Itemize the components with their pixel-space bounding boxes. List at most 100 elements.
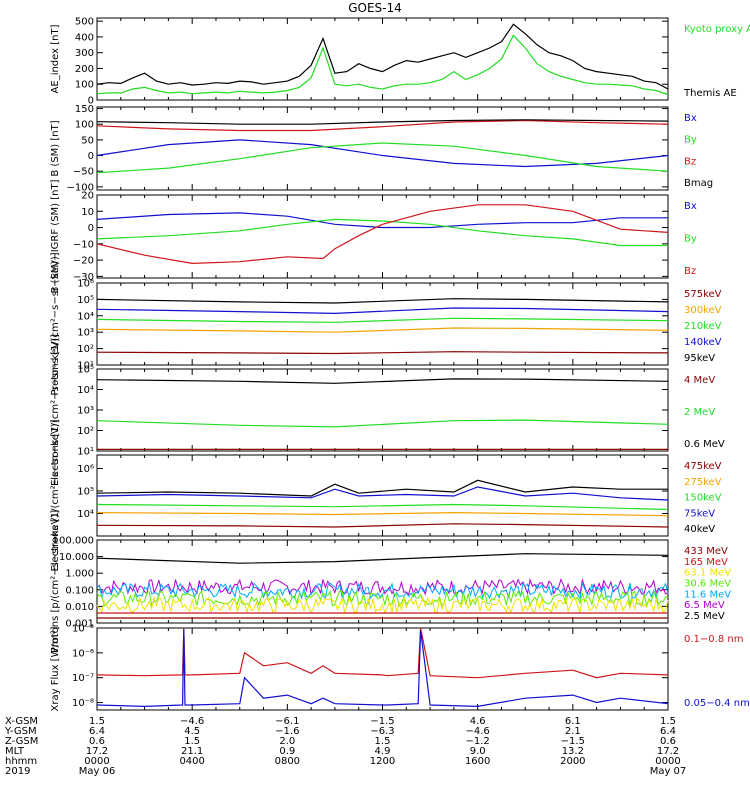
ephemeris-value: 0000 [84,756,109,767]
ephemeris-row-label: hhmm [5,756,37,767]
series-63-1-mev-line [96,595,669,615]
ephemeris-value: May 06 [79,766,116,777]
ephemeris-value: 0.9 [279,746,295,757]
legend-bx: Bx [684,113,697,124]
ephemeris-value: −4.6 [180,716,204,727]
legend-kyoto-proxy-ae: Kyoto proxy AE [684,24,750,35]
y-tick-label: −30 [73,272,94,283]
y-tick-label: 0 [88,223,94,234]
y-tick-label: 10⁵ [77,487,94,498]
series-by-line [96,218,668,247]
y-tick-label: 150 [75,104,94,115]
y-tick-label: 50 [81,135,94,146]
panel-1-frame [96,17,669,101]
y-tick-label: 10³ [77,328,94,339]
legend-11-6-mev: 11.6 MeV [684,589,731,600]
y-tick-label: 10² [77,344,94,355]
series-2-mev-line [96,419,669,428]
panel-2-frame [96,106,669,191]
legend-433-mev: 433 MeV [684,546,728,557]
legend-2-5-mev: 2.5 MeV [684,611,725,622]
series-bmag-line [96,119,669,125]
ephemeris-value: 17.2 [86,746,108,757]
legend-bx: Bx [684,201,697,212]
ephemeris-value: 6.4 [660,726,676,737]
series-11-6-mev-line [96,581,669,600]
legend-150kev: 150keV [684,493,722,504]
y-tick-label: 100.000 [53,536,94,547]
ephemeris-value: 2.1 [565,726,581,737]
series-0-6-mev-line [96,378,669,384]
legend-by: By [684,234,697,245]
ephemeris-value: −6.1 [275,716,299,727]
y-axis-label: Protons [p/(cm²−s−sr−keV)] [50,510,61,653]
series-300kev-line [96,327,669,333]
y-tick-label: 10² [77,426,94,437]
y-axis-label: Electrons [1/(cm²−s−sr−keV)] [50,334,61,486]
legend-30-6-mev: 30.6 MeV [684,579,731,590]
legend-475kev: 475keV [684,461,722,472]
ephemeris-row-label: MLT [5,746,25,757]
legend-6-5-mev: 6.5 MeV [684,600,725,611]
series-475kev-line [96,523,669,528]
ephemeris-row-label: X-GSM [5,716,38,727]
ephemeris-value: −4.6 [466,726,490,737]
ephemeris-value: May 07 [650,766,687,777]
y-tick-label: 100 [75,120,94,131]
ephemeris-value: 6.4 [89,726,105,737]
legend-bz: Bz [684,266,696,277]
series-bx-line [96,139,669,168]
ephemeris-value: −1.5 [561,736,585,747]
y-tick-label: 10⁴ [77,311,94,322]
legend-bmag: Bmag [684,178,713,189]
legend-575kev: 575keV [684,289,722,300]
legend-by: By [684,135,697,146]
series-2-5-mev-line [96,553,669,564]
ephemeris-value: 0400 [179,756,204,767]
y-tick-label: 10¹ [77,361,94,372]
ephemeris-value: 4.9 [375,746,391,757]
legend-63-1-mev: 63.1 MeV [684,568,731,579]
ephemeris-value: 21.1 [181,746,203,757]
ephemeris-value: 4.5 [184,726,200,737]
panel-3-frame [96,194,669,279]
legend-0-1-0-8-nm: 0.1−0.8 nm [684,634,743,645]
series-40kev-line [96,479,668,497]
legend-2-mev: 2 MeV [684,407,715,418]
y-tick-label: 10.000 [59,552,94,563]
ephemeris-value: −1.2 [466,736,490,747]
y-tick-label: 10⁻⁷ [72,673,94,684]
y-tick-label: 20 [81,191,94,202]
y-tick-label: 10⁻⁸ [72,698,94,709]
y-tick-label: 10⁴ [77,509,94,520]
y-tick-label: −10 [73,239,94,250]
y-axis-label: AE_index [nT] [50,24,61,93]
y-tick-label: 0 [88,151,94,162]
series-themis-ae-line [96,23,669,90]
legend-275kev: 275keV [684,477,722,488]
ephemeris-value: 6.1 [565,716,581,727]
legend-themis-ae: Themis AE [683,88,737,99]
legend-300kev: 300keV [684,305,722,316]
ephemeris-value: 0.6 [89,736,105,747]
ephemeris-value: −6.3 [370,726,394,737]
y-tick-label: 10⁵ [77,365,94,376]
y-tick-label: 10 [81,207,94,218]
ephemeris-value: 2000 [560,756,585,767]
y-tick-label: 100 [75,80,94,91]
ephemeris-row-label: Z-GSM [5,736,38,747]
legend-210kev: 210keV [684,321,722,332]
chart-title: GOES-14 [348,1,402,15]
y-tick-label: 1.000 [65,569,94,580]
series-30-6-mev-line [96,589,669,608]
y-tick-label: 500 [75,17,94,28]
y-tick-label: 0.100 [65,585,94,596]
ephemeris-value: 1.5 [184,736,200,747]
legend-75kev: 75keV [684,508,715,519]
series-210kev-line [96,317,669,323]
series-150kev-line [96,503,669,511]
y-tick-label: 0.010 [65,602,94,613]
series-275kev-line [96,511,669,517]
legend-4-mev: 4 MeV [684,375,715,386]
